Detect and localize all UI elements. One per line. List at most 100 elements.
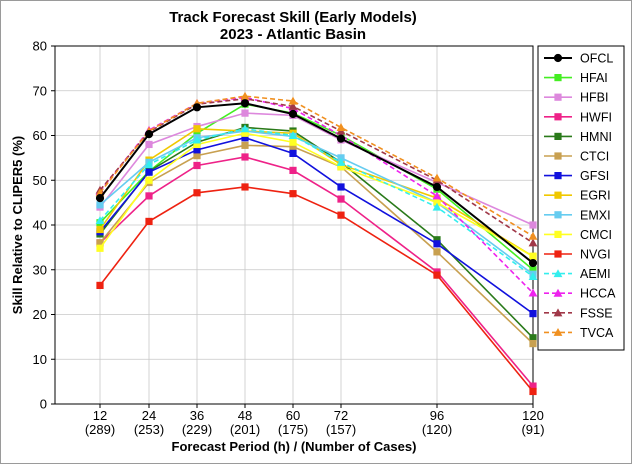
series-line-ofcl bbox=[99, 102, 534, 264]
data-point-cmci bbox=[337, 163, 345, 171]
data-point-hfbi bbox=[529, 221, 537, 229]
legend-item-cmci: CMCI bbox=[544, 228, 612, 242]
legend-label: NVGI bbox=[580, 248, 611, 262]
data-point-hwfi bbox=[529, 382, 537, 390]
legend: OFCL HFAI HFBI HWFI HMNI CTCI GFSI EGRI EMXI CMCI… bbox=[537, 45, 625, 351]
y-tick-label: 30 bbox=[33, 262, 47, 277]
x-tick-case-count: (229) bbox=[182, 422, 212, 437]
data-point-gfsi bbox=[337, 183, 345, 191]
y-tick-label: 50 bbox=[33, 173, 47, 188]
series-line-gfsi bbox=[99, 136, 534, 315]
data-point-nvgi bbox=[96, 281, 104, 290]
data-point-ofcl bbox=[528, 258, 538, 268]
y-tick-label: 0 bbox=[40, 397, 47, 412]
legend-marker bbox=[554, 93, 562, 101]
legend-marker bbox=[554, 172, 562, 180]
data-point-fsse bbox=[288, 102, 298, 110]
y-tick-label: 70 bbox=[33, 83, 47, 98]
legend-label: EMXI bbox=[580, 208, 611, 222]
series-line-emxi bbox=[99, 130, 534, 275]
data-point-cmci bbox=[529, 252, 537, 260]
data-point-cmci bbox=[241, 129, 249, 137]
legend-marker bbox=[553, 328, 563, 336]
x-tick-case-count: (201) bbox=[230, 422, 260, 437]
legend-label: HCCA bbox=[580, 287, 616, 301]
data-point-gfsi bbox=[241, 134, 249, 142]
data-point-aemi bbox=[192, 135, 202, 144]
legend-label: HFAI bbox=[580, 71, 608, 85]
data-point-ofcl bbox=[288, 109, 298, 119]
x-tick-label: 96 bbox=[430, 408, 444, 423]
data-point-emxi bbox=[337, 154, 345, 162]
series-line-hfbi bbox=[99, 112, 534, 226]
legend-label: CMCI bbox=[580, 228, 612, 242]
legend-item-hcca: HCCA bbox=[544, 287, 616, 301]
data-point-aemi bbox=[432, 202, 442, 211]
series-line-nvgi bbox=[99, 186, 534, 392]
data-point-ctci bbox=[241, 141, 249, 149]
legend-marker bbox=[553, 308, 563, 317]
axis-ticks: 0 10 20 30 40 50 60 70 80 12(289) 24(253) 36(229) 48… bbox=[33, 39, 545, 438]
x-tick-case-count: (120) bbox=[422, 422, 452, 437]
x-tick-label: 120 bbox=[522, 408, 544, 423]
data-point-tvca bbox=[432, 173, 442, 182]
data-point-aemi bbox=[95, 216, 105, 225]
series-nvgi bbox=[96, 183, 537, 396]
x-tick-label: 12 bbox=[93, 408, 107, 423]
y-tick-label: 40 bbox=[33, 218, 47, 233]
data-point-hmni bbox=[529, 334, 537, 342]
data-point-aemi bbox=[240, 124, 250, 133]
data-point-hfai bbox=[529, 266, 537, 274]
x-tick-case-count: (253) bbox=[134, 422, 164, 437]
legend-marker bbox=[553, 288, 563, 297]
y-tick-label: 10 bbox=[33, 352, 47, 367]
legend-marker bbox=[554, 191, 562, 199]
series-line-cmci bbox=[99, 132, 534, 258]
data-point-gfsi bbox=[529, 310, 537, 318]
legend-item-egri: EGRI bbox=[544, 189, 611, 203]
legend-item-hfbi: HFBI bbox=[544, 91, 608, 105]
data-point-nvgi bbox=[433, 271, 441, 279]
data-point-hfbi bbox=[241, 109, 249, 117]
series-emxi bbox=[96, 127, 537, 278]
legend-marker bbox=[554, 230, 562, 238]
legend-item-aemi: AEMI bbox=[544, 267, 611, 281]
data-point-hcca bbox=[528, 288, 538, 297]
x-tick-label: 60 bbox=[286, 408, 300, 423]
legend-label: GFSI bbox=[580, 169, 609, 183]
series-hwfi bbox=[96, 153, 537, 390]
y-tick-label: 80 bbox=[33, 39, 47, 54]
x-tick-label: 72 bbox=[334, 408, 348, 423]
data-point-tvca bbox=[288, 96, 298, 105]
data-point-gfsi bbox=[289, 149, 297, 157]
series-layer bbox=[95, 91, 538, 396]
data-point-ctci bbox=[433, 248, 441, 256]
data-point-hwfi bbox=[145, 192, 153, 200]
y-tick-label: 20 bbox=[33, 307, 47, 322]
data-point-hfai bbox=[193, 129, 201, 137]
data-point-ofcl bbox=[95, 194, 105, 203]
data-point-ofcl bbox=[432, 182, 442, 192]
data-point-nvgi bbox=[337, 211, 345, 219]
data-point-hwfi bbox=[337, 195, 345, 203]
data-point-gfsi bbox=[193, 146, 201, 154]
data-point-ofcl bbox=[144, 130, 154, 139]
data-point-nvgi bbox=[193, 189, 201, 197]
data-point-nvgi bbox=[529, 387, 537, 396]
chart-title: Track Forecast Skill (Early Models) bbox=[169, 9, 417, 26]
series-line-aemi bbox=[99, 127, 534, 278]
data-point-ofcl bbox=[336, 134, 346, 143]
data-point-hfbi bbox=[145, 140, 153, 149]
data-point-aemi bbox=[144, 160, 154, 169]
chart-subtitle: 2023 - Atlantic Basin bbox=[220, 26, 366, 43]
data-point-hwfi bbox=[193, 161, 201, 170]
legend-item-tvca: TVCA bbox=[544, 326, 614, 340]
data-point-egri bbox=[193, 125, 201, 133]
legend-label: CTCI bbox=[580, 150, 609, 164]
data-point-hwfi bbox=[289, 166, 297, 175]
data-point-hwfi bbox=[241, 153, 249, 161]
data-point-egri bbox=[96, 225, 104, 234]
legend-marker bbox=[554, 211, 562, 219]
